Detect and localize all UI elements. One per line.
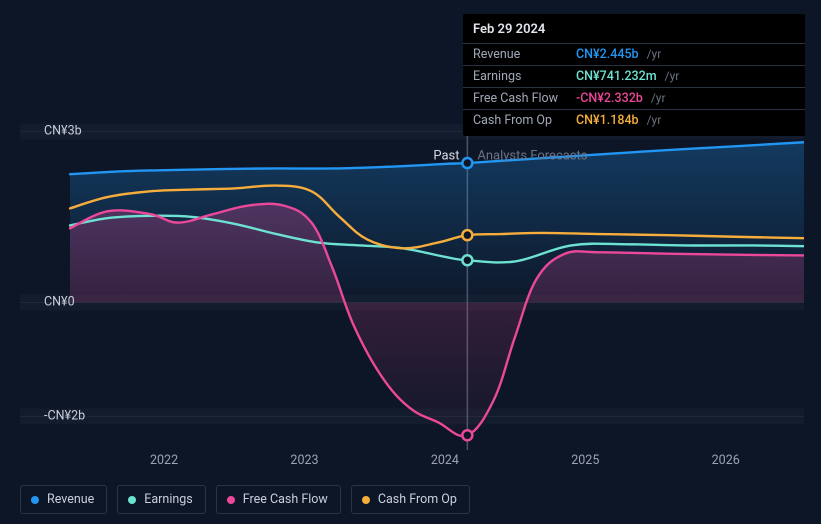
x-axis-label: 2023 (290, 453, 318, 468)
legend-dot-icon (227, 496, 235, 504)
tooltip-metric-value: -CN¥2.332b (576, 91, 643, 106)
tooltip-date: Feb 29 2024 (463, 14, 805, 43)
tooltip-metric-unit: /yr (647, 113, 662, 127)
tooltip-metric-label: Free Cash Flow (473, 91, 568, 106)
y-axis-label: CN¥3b (44, 124, 82, 139)
y-axis-label: -CN¥2b (44, 409, 85, 424)
legend-label: Earnings (144, 492, 192, 507)
tooltip-metric-unit: /yr (651, 91, 666, 105)
tooltip-row: Earnings CN¥741.232m/yr (463, 65, 805, 87)
tooltip-metric-value: CN¥741.232m (576, 69, 657, 84)
legend-label: Revenue (47, 492, 94, 507)
y-axis-label: CN¥0 (44, 295, 75, 310)
chart-legend: Revenue Earnings Free Cash Flow Cash From O… (20, 485, 470, 514)
legend-label: Free Cash Flow (243, 492, 328, 507)
legend-item-earnings[interactable]: Earnings (117, 485, 205, 514)
x-axis-label: 2025 (571, 453, 599, 468)
x-axis-label: 2026 (712, 453, 740, 468)
x-axis-label: 2024 (431, 453, 459, 468)
tooltip-metric-unit: /yr (665, 69, 680, 83)
x-axis-label: 2022 (150, 453, 178, 468)
tooltip-metric-value: CN¥2.445b (576, 47, 639, 62)
tooltip-metric-label: Earnings (473, 69, 568, 84)
chart-tooltip: Feb 29 2024 Revenue CN¥2.445b/yr Earnings C… (463, 14, 805, 136)
tooltip-metric-label: Revenue (473, 47, 568, 62)
forecast-label: Analysts Forecasts (477, 149, 587, 164)
legend-item-free-cash-flow[interactable]: Free Cash Flow (216, 485, 341, 514)
tooltip-row: Revenue CN¥2.445b/yr (463, 43, 805, 65)
tooltip-metric-unit: /yr (647, 47, 662, 61)
tooltip-row: Cash From Op CN¥1.184b/yr (463, 109, 805, 136)
legend-dot-icon (362, 496, 370, 504)
tooltip-metric-label: Cash From Op (473, 113, 568, 128)
legend-item-cash-from-op[interactable]: Cash From Op (351, 485, 470, 514)
legend-label: Cash From Op (378, 492, 457, 507)
legend-item-revenue[interactable]: Revenue (20, 485, 107, 514)
tooltip-row: Free Cash Flow -CN¥2.332b/yr (463, 87, 805, 109)
legend-dot-icon (31, 496, 39, 504)
tooltip-metric-value: CN¥1.184b (576, 113, 639, 128)
past-label: Past (433, 149, 459, 164)
legend-dot-icon (128, 496, 136, 504)
